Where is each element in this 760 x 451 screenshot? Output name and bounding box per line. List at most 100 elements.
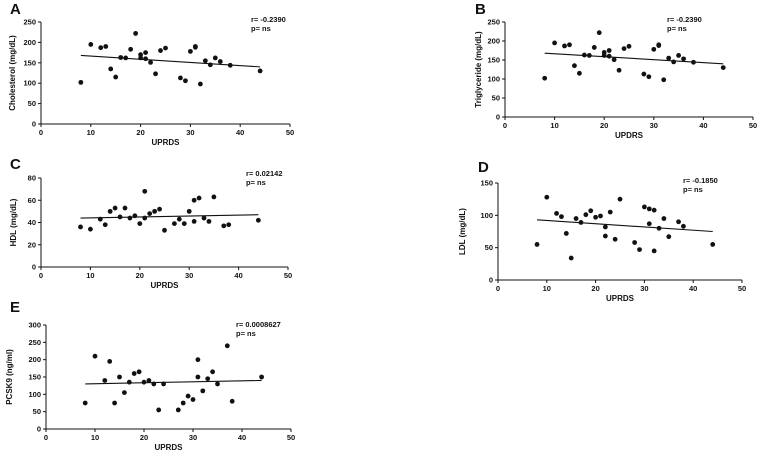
- panel-c-data-point: [206, 218, 212, 224]
- panel-c-data-point: [132, 213, 138, 219]
- panel-d-data-point: [544, 194, 550, 200]
- panel-c-x-axis-title: UPRDS: [150, 281, 179, 290]
- panel-b-data-point: [661, 77, 667, 83]
- panel-a-data-point: [183, 78, 188, 84]
- panel-c-data-point: [201, 215, 207, 221]
- panel-d-p-value: p= ns: [683, 185, 703, 194]
- panel-b-data-point: [720, 65, 726, 70]
- panel-e-y-tick-label: 50: [33, 407, 41, 416]
- panel-e-x-tick-label: 50: [287, 433, 295, 442]
- panel-c: C 0 20 40 60 80 0 10 20 30 40 50 UPRDS HDL (mg/dL) r= …: [9, 156, 292, 290]
- panel-d-data-point: [583, 212, 589, 218]
- panel-b-data-point: [691, 59, 696, 65]
- panel-e-data-point: [107, 359, 113, 364]
- panel-a-data-point: [197, 81, 203, 87]
- panel-c-r-value: r= 0.02142: [246, 169, 283, 178]
- panel-a-data-point: [217, 59, 223, 64]
- panel-d-data-point: [646, 206, 652, 212]
- panel-e-data-point: [224, 343, 230, 349]
- panel-c-x-tick-label: 30: [185, 271, 193, 280]
- panel-c-data-point: [107, 208, 113, 214]
- panel-a-data-point: [113, 74, 119, 80]
- panel-b-data-point: [606, 53, 612, 59]
- panel-b-y-tick-label: 250: [487, 18, 500, 27]
- panel-a-y-tick-label: 250: [23, 18, 36, 27]
- panel-d-data-point: [573, 216, 579, 221]
- panel-c-x-tick-label: 40: [234, 271, 242, 280]
- panel-a-p-value: p= ns: [251, 24, 271, 33]
- panel-d-data-point: [598, 213, 603, 219]
- panel-e-r-value: r= 0.0008627: [236, 320, 281, 329]
- panel-d-data-point: [642, 204, 647, 210]
- panel-d-y-tick-label: 150: [480, 179, 493, 188]
- panel-c-data-point: [142, 188, 148, 194]
- panel-a-data-point: [118, 55, 124, 60]
- panel-d-data-point: [651, 207, 657, 213]
- panel-e-data-point: [141, 379, 147, 385]
- panel-d-data-point: [593, 214, 598, 220]
- panel-c-data-point: [186, 208, 192, 214]
- panel-a-y-axis-title: Cholesterol (mg/dL): [8, 35, 17, 111]
- panel-c-x-tick-label: 50: [284, 271, 292, 280]
- panel-c-data-point: [88, 226, 93, 232]
- panel-e: E 0 50 100 150 200 250 300 0 10 20 30 40 50 UPRDS PCSK9…: [5, 299, 295, 451]
- panel-d-data-point: [637, 247, 642, 253]
- panel-a-y-tick-label: 200: [23, 38, 36, 47]
- panel-c-data-point: [181, 221, 187, 227]
- panel-a-data-point: [178, 75, 183, 81]
- panel-d-x-tick-label: 30: [640, 284, 648, 293]
- panel-e-x-tick-label: 10: [91, 433, 99, 442]
- panel-b-data-point: [572, 63, 577, 69]
- panel-a-data-point: [207, 62, 213, 68]
- panel-c-data-point: [191, 197, 197, 203]
- panel-e-y-axis-title: PCSK9 (ng/ml): [5, 349, 14, 405]
- panel-b-x-tick-label: 30: [650, 121, 658, 130]
- panel-a-data-point: [143, 56, 148, 62]
- panel-c-p-value: p= ns: [246, 178, 266, 187]
- panel-a-data-point: [78, 79, 84, 85]
- panel-a-x-tick-label: 50: [286, 128, 294, 137]
- panel-a-data-point: [98, 45, 104, 51]
- panel-a-y-tick-label: 50: [28, 99, 36, 108]
- panel-c-data-point: [191, 218, 197, 224]
- panel-b-data-point: [586, 53, 592, 58]
- panel-e-data-point: [102, 378, 108, 383]
- panel-c-data-point: [147, 211, 153, 217]
- panel-a-data-point: [138, 52, 144, 58]
- panel-b-y-tick-label: 0: [496, 113, 500, 122]
- panel-a-data-point: [202, 58, 208, 64]
- panel-a-data-point: [227, 62, 233, 68]
- panel-d-data-point: [676, 219, 681, 225]
- panel-b-data-point: [666, 55, 672, 61]
- panel-d-y-axis-title: LDL (mg/dL): [458, 208, 467, 255]
- panel-c-data-point: [112, 205, 118, 211]
- panel-b-data-point: [596, 30, 602, 36]
- panel-e-data-point: [229, 398, 235, 404]
- panel-d-data-point: [588, 208, 594, 214]
- panel-b-data-point: [626, 43, 632, 49]
- panel-b-x-tick-label: 10: [550, 121, 558, 130]
- panel-b-x-tick-label: 20: [600, 121, 608, 130]
- panel-b-x-tick-label: 40: [699, 121, 707, 130]
- panel-a-data-point: [103, 44, 109, 49]
- panel-b-y-tick-label: 200: [487, 37, 500, 46]
- panel-e-data-point: [210, 369, 216, 375]
- panel-b-data-point: [552, 40, 557, 46]
- panel-c-data-point: [152, 208, 158, 214]
- panel-c-trendline: [80, 214, 259, 219]
- panel-d-data-point: [666, 234, 672, 240]
- panel-c-data-point: [97, 216, 103, 222]
- panel-b-data-point: [646, 74, 652, 80]
- panel-c-letter: C: [10, 156, 21, 173]
- panel-a-data-point: [133, 31, 139, 36]
- panel-a-data-point: [143, 50, 148, 55]
- panel-e-data-point: [131, 371, 137, 376]
- panel-a-data-point: [108, 66, 114, 72]
- panel-c-x-tick-label: 20: [136, 271, 144, 280]
- panel-e-data-point: [156, 407, 162, 413]
- panel-e-y-tick-label: 0: [37, 425, 41, 434]
- panel-e-data-point: [215, 381, 220, 387]
- panel-d-data-point: [607, 209, 613, 215]
- panel-a-y-tick-label: 0: [32, 120, 36, 129]
